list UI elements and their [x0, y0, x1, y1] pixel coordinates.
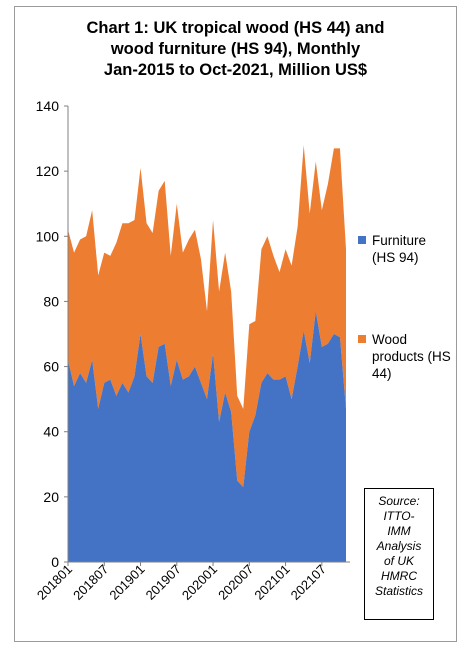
y-tick-label: 0: [51, 554, 59, 570]
y-tick-label: 80: [43, 293, 59, 309]
source-line: of UK: [383, 554, 414, 568]
chart-title: Chart 1: UK tropical wood (HS 44) and wo…: [20, 18, 451, 81]
x-tick-label: 202107: [288, 562, 329, 603]
series-area-wood-products: [68, 145, 346, 488]
y-tick-label: 20: [43, 489, 59, 505]
source-line: IMM: [387, 524, 411, 538]
x-tick-label: 201901: [106, 562, 147, 603]
chart-title-line-3: Jan-2015 to Oct-2021, Million US$: [103, 61, 368, 79]
legend-swatch-wood: [358, 335, 366, 343]
source-note: Source: ITTO- IMM Analysis of UK HMRC St…: [364, 488, 434, 620]
y-tick-label: 40: [43, 424, 59, 440]
x-tick-label: 202007: [215, 562, 256, 603]
chart-title-line-1: Chart 1: UK tropical wood (HS 44) and: [86, 19, 385, 37]
source-line: Analysis: [376, 539, 422, 553]
legend-swatch-furniture: [358, 236, 366, 244]
x-tick-label: 202001: [179, 562, 220, 603]
x-tick-label: 201807: [70, 562, 111, 603]
series-area-furniture: [68, 311, 346, 562]
legend-label-furniture: Furniture (HS 94): [372, 233, 427, 265]
y-tick-label: 140: [36, 98, 60, 114]
source-line: HMRC: [381, 569, 417, 583]
legend-label-wood: Wood products (HS 44): [372, 332, 451, 381]
y-tick-label: 100: [36, 228, 60, 244]
source-line: ITTO-: [383, 509, 415, 523]
chart-title-line-2: wood furniture (HS 94), Monthly: [110, 40, 361, 58]
y-tick-label: 120: [36, 163, 60, 179]
y-tick-label: 60: [43, 359, 59, 375]
x-tick-label: 202101: [251, 562, 292, 603]
source-line: Source:: [378, 494, 420, 508]
x-tick-label: 201907: [143, 562, 184, 603]
source-line: Statistics: [374, 584, 423, 598]
